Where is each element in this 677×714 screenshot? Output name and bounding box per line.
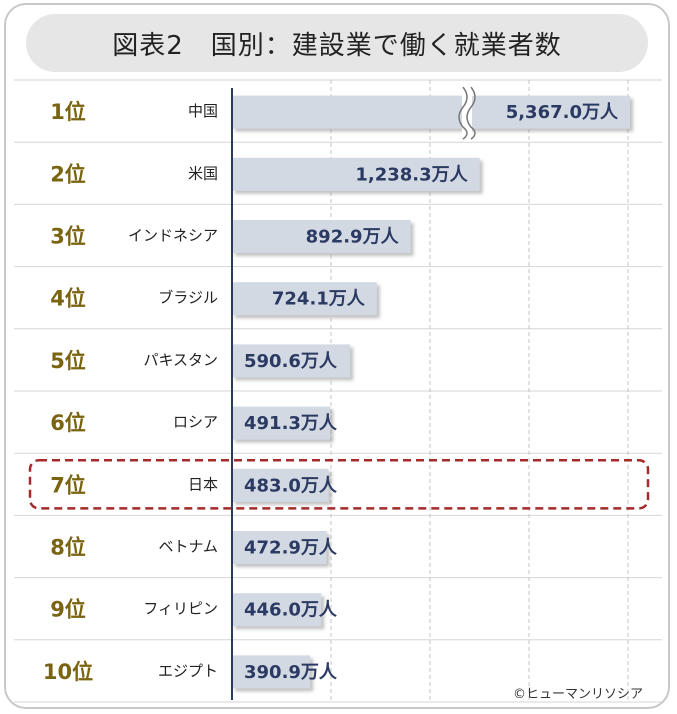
bar	[232, 468, 329, 502]
rank-label: 1位	[50, 100, 86, 124]
rank-label: 9位	[50, 598, 86, 622]
country-label: 日本	[188, 475, 218, 493]
bar	[232, 157, 480, 191]
rank-label: 3位	[50, 225, 86, 249]
value-label: 472.9万人	[244, 538, 338, 559]
country-label: ベトナム	[158, 538, 218, 556]
bar	[232, 220, 411, 253]
axis-break-gap	[462, 87, 472, 138]
rank-label: 6位	[50, 411, 86, 435]
bar	[232, 531, 327, 564]
value-label: 483.0万人	[244, 475, 338, 496]
rank-label: 7位	[50, 473, 86, 497]
value-label: 491.3万人	[244, 413, 338, 434]
bar	[232, 95, 630, 129]
rank-label: 10位	[43, 660, 93, 684]
value-label: 724.1万人	[272, 289, 366, 310]
country-label: エジプト	[158, 662, 218, 680]
axis-break-marker	[458, 86, 468, 140]
axis-break-marker	[466, 86, 476, 140]
country-label: インドネシア	[128, 227, 218, 245]
rank-label: 8位	[50, 536, 86, 560]
value-label: 1,238.3万人	[355, 164, 468, 185]
country-label: パキスタン	[143, 351, 218, 369]
value-label: 390.9万人	[244, 662, 338, 683]
value-label: 892.9万人	[306, 227, 400, 248]
chart-title: 図表2 国別：建設業で働く就業者数	[26, 14, 648, 72]
country-label: 米国	[188, 164, 218, 182]
country-label: ブラジル	[158, 289, 218, 307]
bar	[232, 282, 377, 316]
bar	[232, 344, 351, 378]
country-label: フィリピン	[143, 600, 218, 618]
country-label: ロシア	[173, 413, 218, 431]
highlight-box	[28, 458, 650, 510]
bar	[232, 406, 331, 440]
country-label: 中国	[188, 102, 218, 120]
value-label: 590.6万人	[244, 351, 338, 372]
bar	[232, 655, 311, 689]
value-label: 446.0万人	[244, 600, 338, 621]
rank-label: 4位	[50, 287, 86, 311]
copyright-notice: ©ヒューマンリソシア	[513, 687, 644, 702]
bar	[232, 593, 322, 627]
rank-label: 5位	[50, 349, 86, 373]
rank-label: 2位	[50, 162, 86, 186]
value-label: 5,367.0万人	[506, 102, 619, 123]
